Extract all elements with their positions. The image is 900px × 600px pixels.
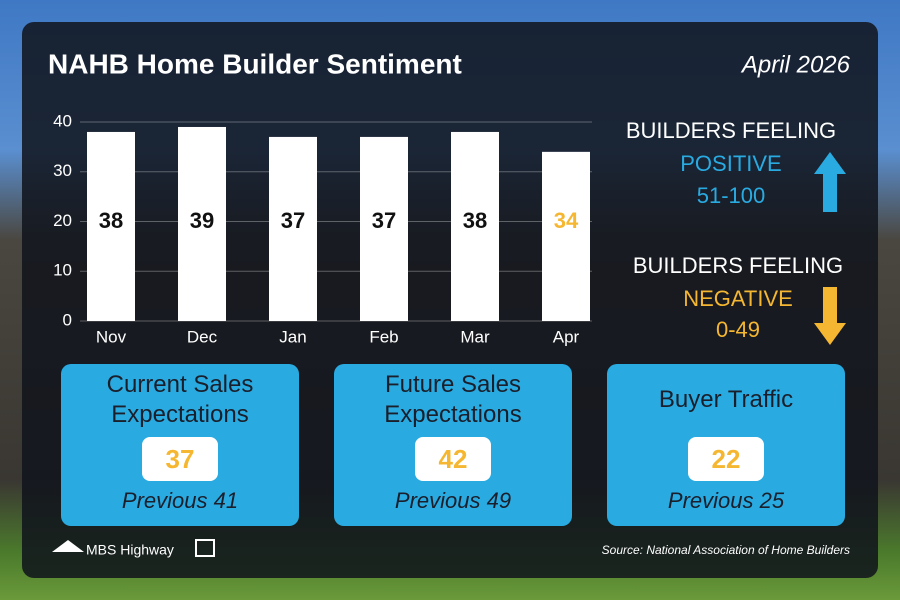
legend-label: NEGATIVE: [683, 286, 793, 311]
bar: [269, 136, 317, 321]
legend-range: 51-100: [697, 183, 766, 208]
metric-card: Buyer Traffic 22 Previous 25: [607, 364, 845, 526]
y-tick-label: 30: [53, 161, 72, 180]
card-value: 37: [142, 437, 218, 481]
x-tick-label: Jan: [279, 327, 306, 346]
card-title: Future Sales Expectations: [384, 371, 522, 428]
metric-card: Future Sales Expectations 42 Previous 49: [334, 364, 572, 526]
card-title: Buyer Traffic: [658, 386, 794, 413]
date: April 2026: [740, 51, 851, 78]
card-previous: Previous 49: [394, 488, 512, 513]
up-arrow: [814, 152, 846, 212]
equal-housing-icon: [195, 539, 215, 557]
metric-card: Current Sales Expectations 37 Previous 41: [61, 364, 299, 526]
bar: [451, 131, 499, 321]
y-tick-label: 20: [53, 211, 72, 230]
card-value: 22: [688, 437, 764, 481]
value-label: 38: [463, 208, 487, 233]
source: Source: National Association of Home Bui…: [602, 543, 850, 557]
card-value: 42: [415, 437, 491, 481]
bar: [87, 131, 135, 321]
logo-icon: [52, 540, 84, 552]
legend-label: POSITIVE: [680, 151, 781, 176]
card-title: Current Sales Expectations: [106, 371, 254, 428]
bar: [542, 151, 590, 321]
value-label: 34: [554, 208, 579, 233]
x-tick-label: Feb: [369, 327, 398, 346]
down-arrow: [814, 287, 846, 345]
legend-heading: BUILDERS FEELING: [626, 118, 836, 143]
x-tick-label: Mar: [460, 327, 490, 346]
value-label: 37: [372, 208, 396, 233]
y-tick-label: 0: [63, 310, 72, 329]
x-tick-label: Apr: [553, 327, 580, 346]
x-tick-label: Dec: [187, 327, 218, 346]
bar: [360, 136, 408, 321]
legend-heading: BUILDERS FEELING: [633, 253, 843, 278]
y-tick-label: 10: [53, 261, 72, 280]
value-label: 39: [190, 208, 214, 233]
card-previous: Previous 41: [121, 488, 239, 513]
value-label: 37: [281, 208, 305, 233]
legend-range: 0-49: [716, 317, 760, 342]
bar: [178, 126, 226, 321]
logo: MBS Highway: [86, 542, 174, 558]
x-tick-label: Nov: [96, 327, 127, 346]
y-tick-label: 40: [53, 111, 72, 130]
card-previous: Previous 25: [667, 488, 785, 513]
chart-title: NAHB Home Builder Sentiment: [48, 48, 462, 79]
value-label: 38: [99, 208, 123, 233]
